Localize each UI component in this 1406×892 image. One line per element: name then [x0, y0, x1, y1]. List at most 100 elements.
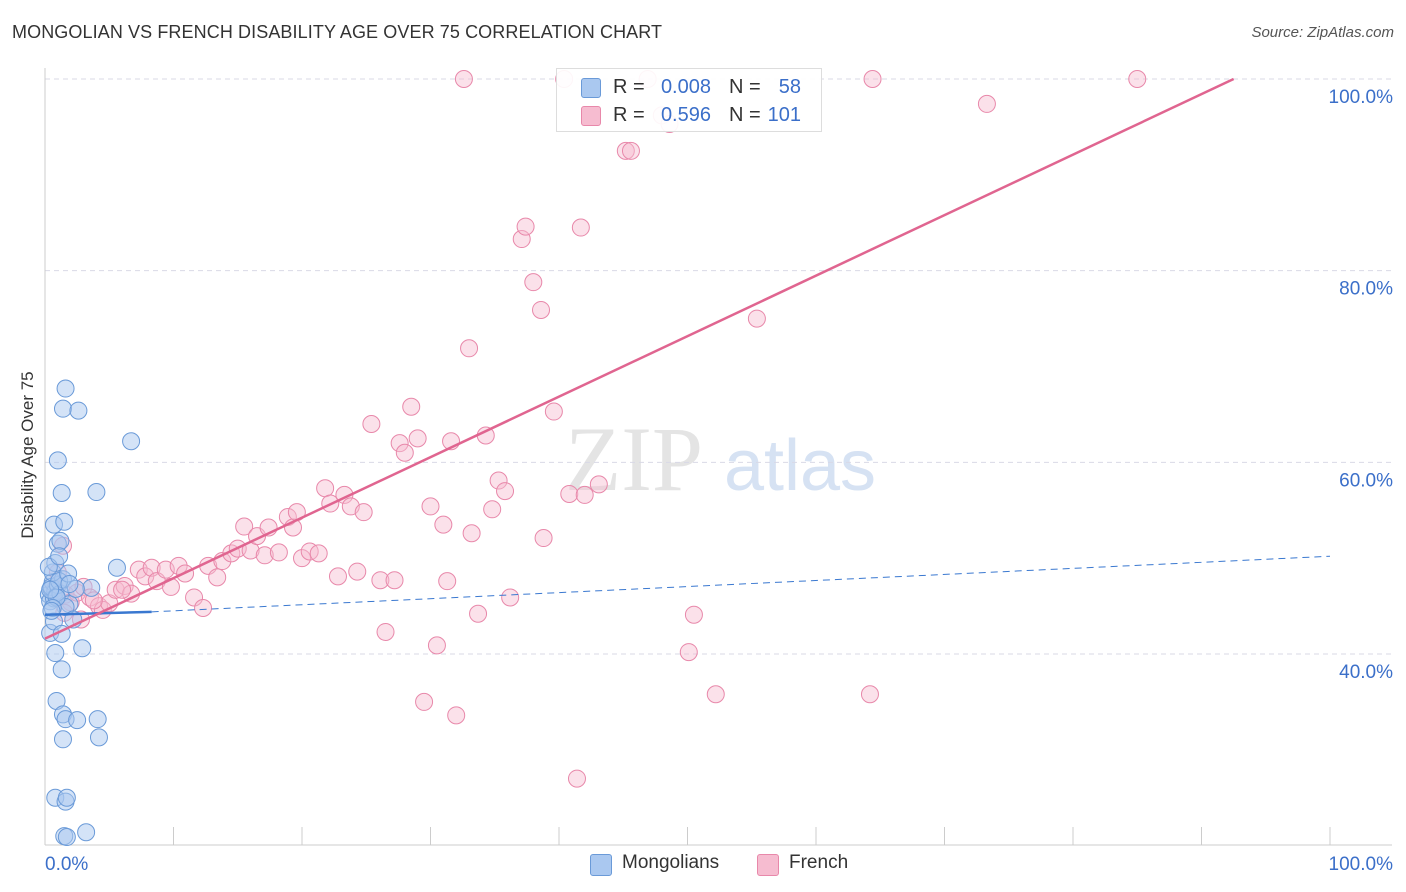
n-label: N = [729, 104, 761, 126]
french-point [408, 429, 427, 448]
french-point [483, 500, 502, 519]
french-point [462, 524, 481, 543]
french-point [516, 217, 535, 236]
mongolian-point [122, 432, 141, 451]
french-point [185, 588, 204, 607]
french-point [371, 571, 390, 590]
mongolian-point [77, 823, 96, 842]
french-point [142, 558, 161, 577]
mongolians-legend-label: Mongolians [622, 852, 720, 873]
grid-lines [45, 78, 1392, 655]
r-value: 0.008 [660, 76, 711, 98]
y-tick-label: 80.0% [1339, 279, 1393, 300]
mongolian-point [60, 575, 79, 594]
chart-title: MONGOLIAN VS FRENCH DISABILITY AGE OVER … [12, 22, 663, 42]
french-point [706, 685, 725, 704]
mongolian-point [55, 512, 74, 531]
french-point [395, 443, 414, 462]
french-point [255, 546, 274, 565]
source-label: Source: ZipAtlas.com [1251, 24, 1394, 41]
mongolians-swatch [581, 78, 601, 98]
trend-lines [44, 77, 1331, 640]
french-point [1128, 70, 1147, 88]
french-legend-label: French [789, 852, 849, 873]
french-point [860, 685, 879, 704]
mongolian-point [48, 451, 67, 470]
tick-labels: 40.0% 60.0% 80.0% 100.0% 0.0% 100.0% [45, 87, 1393, 875]
french-point [269, 543, 288, 562]
n-value: 58 [778, 76, 801, 98]
mongolian-point [50, 547, 69, 566]
y-tick-label: 40.0% [1339, 662, 1393, 683]
legend-row-french: R = 0.596 N = 101 [557, 101, 821, 129]
n-value: 101 [767, 104, 801, 126]
r-label: R = [613, 76, 645, 98]
french-point [977, 94, 996, 113]
french-point [589, 475, 608, 494]
french-point [544, 402, 563, 421]
french-point [328, 567, 347, 586]
stats-legend: R = 0.008 N = 58 R = 0.596 N = 101 [556, 68, 822, 132]
french-point [863, 70, 882, 88]
french-point [438, 572, 457, 591]
n-label: N = [729, 76, 761, 98]
french-point [684, 605, 703, 624]
x-tick-label: 100.0% [1329, 854, 1394, 875]
mongolian-point [56, 379, 75, 398]
french-point [293, 549, 311, 568]
french-point [447, 706, 466, 725]
french-point [390, 434, 409, 453]
french-point [348, 562, 367, 581]
french-point [501, 588, 520, 607]
mongolian-point [73, 639, 92, 658]
french-point [460, 339, 479, 358]
mongolian-point [82, 578, 101, 597]
french-point [489, 471, 508, 490]
french-point [575, 485, 594, 504]
french-point [362, 415, 381, 433]
french-point [208, 568, 227, 587]
french-point [421, 497, 440, 516]
x-tick-label: 0.0% [45, 854, 88, 875]
series-legend: Mongolians French [0, 852, 1406, 878]
french-point [679, 643, 698, 662]
mongolian-point [41, 580, 60, 599]
french-point [524, 273, 543, 292]
french-legend-swatch [757, 854, 779, 876]
french-point [534, 529, 553, 548]
mongolian-point [42, 601, 61, 620]
watermark-zip: ZIP [565, 408, 703, 510]
mongolian-point [52, 484, 71, 502]
french-point [434, 515, 453, 534]
mongolian-point [51, 531, 70, 550]
french-point [532, 300, 551, 319]
mongolian-trend-dashed [151, 555, 1331, 613]
french-point [113, 580, 132, 599]
french-point [385, 571, 404, 590]
french-point [415, 692, 434, 711]
mongolian-point [53, 399, 72, 418]
french-point [169, 556, 188, 575]
french-point [469, 604, 488, 623]
french-point [747, 309, 766, 328]
french-point [454, 70, 473, 88]
mongolian-point [87, 483, 106, 502]
mongolian-point [52, 660, 71, 679]
french-point [567, 769, 586, 788]
french-point [621, 141, 640, 160]
mongolian-point [107, 558, 126, 577]
watermark: ZIP atlas [565, 408, 876, 510]
french-point [496, 482, 515, 501]
watermark-atlas: atlas [724, 426, 876, 506]
y-tick-label: 60.0% [1339, 470, 1393, 491]
r-value: 0.596 [660, 104, 711, 126]
mongolian-point [88, 710, 107, 729]
mongolian-point [89, 728, 108, 747]
french-swatch [581, 106, 601, 126]
y-tick-label: 100.0% [1329, 87, 1394, 108]
axes [44, 68, 1392, 846]
mongolian-point [46, 644, 65, 663]
mongolian-point [57, 828, 76, 847]
french-point [235, 517, 254, 536]
